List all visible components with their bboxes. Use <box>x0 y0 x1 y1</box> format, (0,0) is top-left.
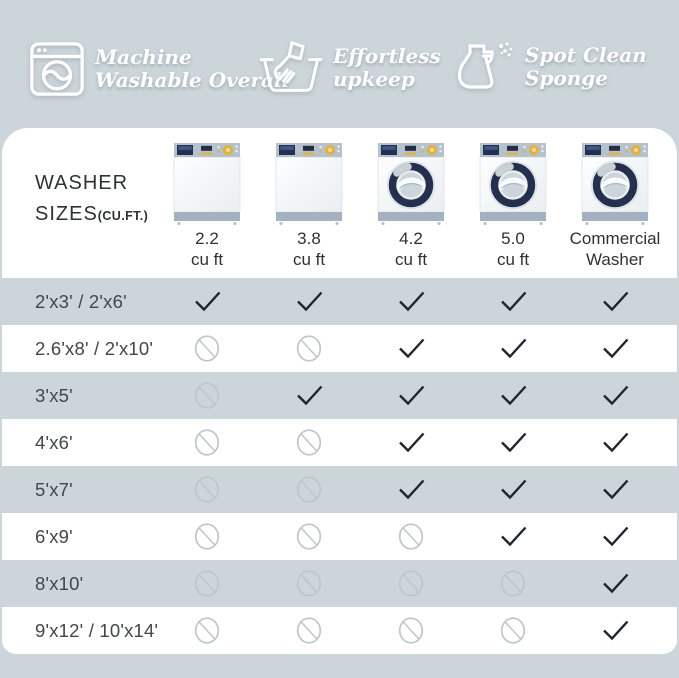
not-allowed-icon <box>192 521 222 552</box>
checkmark-icon <box>498 524 529 549</box>
checkmark-icon <box>600 289 631 314</box>
table-row: 2.6'x8' / 2'x10' <box>2 325 677 372</box>
checkmark-icon <box>600 524 631 549</box>
washer-column-5-0-cu-ft: 5.0 cu ft <box>462 128 564 278</box>
table-row: 4'x6' <box>2 419 677 466</box>
checkmark-icon <box>600 430 631 455</box>
rug-size-label: 2.6'x8' / 2'x10' <box>35 337 154 359</box>
rug-size-label: 4'x6' <box>35 431 73 453</box>
washer-size-label: 4.2 cu ft <box>394 229 428 269</box>
not-allowed-icon <box>192 333 222 364</box>
checkmark-icon <box>396 383 427 408</box>
not-allowed-icon <box>294 615 324 646</box>
checkmark-icon <box>498 336 529 361</box>
checkmark-icon <box>600 336 631 361</box>
title-subscript: (CU.FT.) <box>97 209 149 223</box>
checkmark-icon <box>396 336 427 361</box>
not-allowed-icon <box>192 474 222 505</box>
rug-size-label: 9'x12' / 10'x14' <box>35 619 159 641</box>
checkmark-icon <box>294 289 325 314</box>
washer-size-label: Commercial Washer <box>569 229 661 269</box>
checkmark-icon <box>498 477 529 502</box>
washer-illustration <box>579 140 651 226</box>
washing-machine-icon <box>28 40 86 98</box>
not-allowed-icon <box>294 333 324 364</box>
not-allowed-icon <box>498 615 528 646</box>
washer-illustration <box>273 140 345 226</box>
table-row: 3'x5' <box>2 372 677 419</box>
not-allowed-icon <box>396 521 426 552</box>
not-allowed-icon <box>294 474 324 505</box>
feature-banner: Machine Washable Overall Effortless upkeep… <box>0 0 679 128</box>
not-allowed-icon <box>192 380 222 411</box>
washer-sizes-title: WASHER SIZES(CU.FT.) <box>2 168 156 230</box>
not-allowed-icon <box>294 568 324 599</box>
hand-wash-icon <box>258 40 324 96</box>
rug-size-label: 5'x7' <box>35 478 73 500</box>
rug-size-label: 6'x9' <box>35 525 73 547</box>
checkmark-icon <box>600 477 631 502</box>
feature-effortless-upkeep: Effortless upkeep <box>258 40 441 96</box>
washer-header-row: WASHER SIZES(CU.FT.) 2.2 cu ft <box>2 128 677 278</box>
not-allowed-icon <box>294 521 324 552</box>
table-row: 8'x10' <box>2 560 677 607</box>
checkmark-icon <box>396 289 427 314</box>
rug-size-label: 2'x3' / 2'x6' <box>35 290 127 312</box>
title-line-2: SIZES(CU.FT.) <box>35 203 149 225</box>
not-allowed-icon <box>396 568 426 599</box>
washer-column-2-2-cu-ft: 2.2 cu ft <box>156 128 258 278</box>
feature-spot-clean-sponge: Spot Clean Sponge <box>457 36 647 98</box>
table-row: 2'x3' / 2'x6' <box>2 278 677 325</box>
size-rows: 2'x3' / 2'x6' 2.6'x8' / 2'x10' 3'x5' 4'x… <box>2 278 677 654</box>
washer-size-label: 5.0 cu ft <box>496 229 530 269</box>
title-line-1: WASHER <box>35 172 129 194</box>
washer-column-3-8-cu-ft: 3.8 cu ft <box>258 128 360 278</box>
checkmark-icon <box>600 383 631 408</box>
table-row: 5'x7' <box>2 466 677 513</box>
washer-size-label: 3.8 cu ft <box>292 229 326 269</box>
feature-label: Spot Clean Sponge <box>525 43 647 90</box>
washer-size-label: 2.2 cu ft <box>190 229 224 269</box>
checkmark-icon <box>600 618 631 643</box>
washer-column-4-2-cu-ft: 4.2 cu ft <box>360 128 462 278</box>
spray-bottle-icon <box>457 36 516 98</box>
not-allowed-icon <box>396 615 426 646</box>
table-row: 9'x12' / 10'x14' <box>2 607 677 654</box>
not-allowed-icon <box>192 568 222 599</box>
washer-size-table-card: WASHER SIZES(CU.FT.) 2.2 cu ft <box>2 128 677 654</box>
not-allowed-icon <box>192 427 222 458</box>
rug-size-label: 3'x5' <box>35 384 73 406</box>
checkmark-icon <box>498 289 529 314</box>
washer-illustration <box>477 140 549 226</box>
checkmark-icon <box>192 289 223 314</box>
checkmark-icon <box>498 383 529 408</box>
checkmark-icon <box>498 430 529 455</box>
not-allowed-icon <box>294 427 324 458</box>
table-row: 6'x9' <box>2 513 677 560</box>
feature-label: Machine Washable Overall <box>95 45 290 92</box>
washer-illustration <box>375 140 447 226</box>
checkmark-icon <box>396 477 427 502</box>
feature-machine-washable: Machine Washable Overall <box>28 40 289 98</box>
feature-label: Effortless upkeep <box>333 44 441 91</box>
checkmark-icon <box>600 571 631 596</box>
checkmark-icon <box>396 430 427 455</box>
rug-size-label: 8'x10' <box>35 572 84 594</box>
washer-illustration <box>171 140 243 226</box>
checkmark-icon <box>294 383 325 408</box>
not-allowed-icon <box>498 568 528 599</box>
not-allowed-icon <box>192 615 222 646</box>
washer-column-commercial: Commercial Washer <box>564 128 666 278</box>
